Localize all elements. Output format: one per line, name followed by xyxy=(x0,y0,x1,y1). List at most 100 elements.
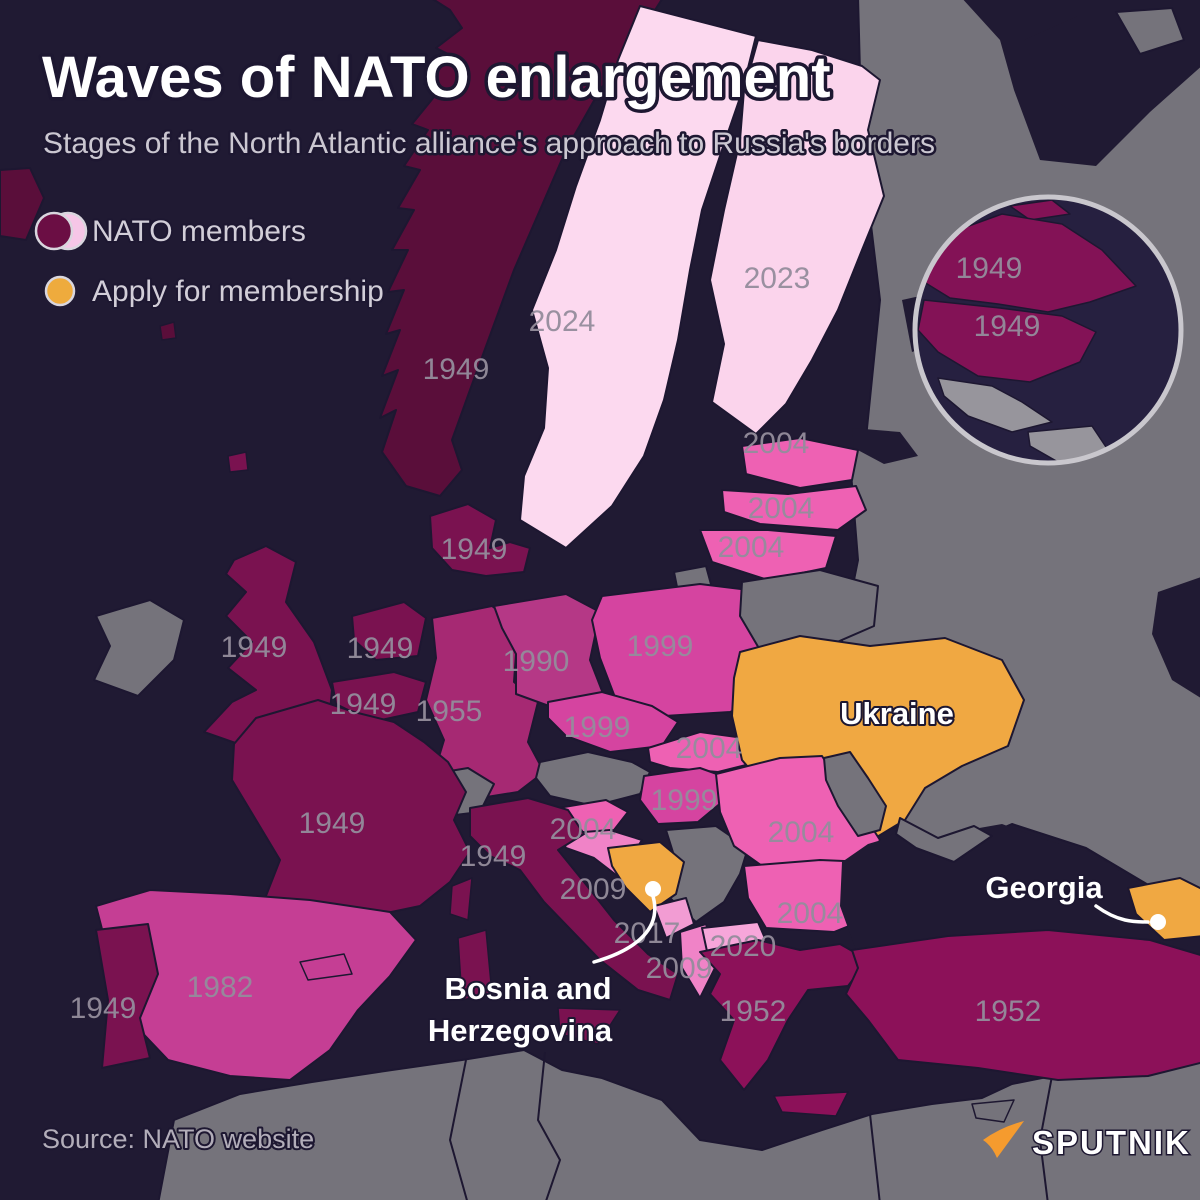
country-georgia xyxy=(1127,877,1200,941)
country-lithuania xyxy=(699,529,837,581)
georgia-leader-line xyxy=(1094,904,1150,924)
year-label-east-germany: 1990 xyxy=(503,645,570,678)
year-label-uk: 1949 xyxy=(221,631,288,664)
page-subtitle: Stages of the North Atlantic alliance's … xyxy=(43,127,935,160)
footer: Source: NATO website SPUTNIK xyxy=(40,1121,1191,1163)
country-netherlands xyxy=(351,601,427,661)
sicily-island xyxy=(557,1007,621,1045)
africa-border-line-2 xyxy=(536,1051,562,1200)
legend-apply-label: Apply for membership xyxy=(92,275,384,308)
ukraine-label: Ukraine xyxy=(840,696,954,731)
levant-border-line xyxy=(1038,1075,1053,1200)
africa-border-line-3 xyxy=(869,1113,881,1200)
sputnik-pennant-icon xyxy=(983,1121,1024,1158)
year-label-canada: 1949 xyxy=(956,252,1023,285)
country-denmark xyxy=(429,503,531,577)
shetland-islands xyxy=(227,451,249,473)
country-france xyxy=(231,699,471,919)
year-label-slovenia: 2004 xyxy=(550,813,617,846)
country-latvia xyxy=(721,485,867,531)
sardinia-island xyxy=(457,929,493,1001)
cyprus-island xyxy=(971,1099,1015,1123)
bosnia-label-line1: Bosnia and xyxy=(444,971,611,1006)
year-label-france: 1949 xyxy=(299,807,366,840)
year-label-latvia: 2004 xyxy=(748,492,815,525)
inset-circle-border xyxy=(912,194,1184,466)
africa-border-line-1 xyxy=(448,1059,468,1200)
faroe-islands xyxy=(159,321,177,341)
legend: NATO members Apply for membership xyxy=(34,211,386,310)
legend-members-label: NATO members xyxy=(92,215,306,248)
year-label-spain: 1982 xyxy=(187,971,254,1004)
white-sea-inlet xyxy=(1024,16,1118,120)
georgia-marker-dot xyxy=(1150,914,1166,930)
country-ireland xyxy=(93,599,185,697)
country-greece xyxy=(699,939,869,1091)
inset-arctic-islands xyxy=(1009,199,1071,221)
year-label-greece: 1952 xyxy=(720,995,787,1028)
country-estonia xyxy=(741,437,859,489)
year-label-estonia: 2004 xyxy=(743,427,810,460)
year-label-bulgaria: 2004 xyxy=(777,897,844,930)
year-label-portugal: 1949 xyxy=(70,992,137,1025)
countries xyxy=(0,0,1200,1123)
year-label-czechia: 1999 xyxy=(564,711,631,744)
callouts: Ukraine Bosnia and Herzegovina Georgia xyxy=(426,694,1166,1050)
country-slovakia xyxy=(647,731,759,773)
gulf-of-finland xyxy=(852,428,918,464)
source-text: Source: NATO website xyxy=(42,1124,314,1154)
year-label-poland: 1999 xyxy=(627,630,694,663)
country-portugal xyxy=(95,923,159,1069)
year-label-belgium: 1949 xyxy=(330,688,397,721)
legend-members-icon xyxy=(34,211,88,251)
bosnia-leader-line xyxy=(592,891,657,964)
bosnia-label-line2: Herzegovina xyxy=(428,1013,613,1048)
year-label-hungary: 1999 xyxy=(651,784,718,817)
country-belarus xyxy=(739,569,879,651)
year-label-netherlands: 1949 xyxy=(347,632,414,665)
country-iceland xyxy=(0,167,45,241)
legend-apply-circle-icon xyxy=(44,275,76,307)
year-label-usa: 1949 xyxy=(974,310,1041,343)
country-moldova xyxy=(823,751,887,837)
year-label-germany: 1955 xyxy=(416,695,483,728)
year-label-sweden: 2024 xyxy=(529,305,596,338)
year-label-albania: 2009 xyxy=(646,952,713,985)
sputnik-wordmark: SPUTNIK xyxy=(1032,1124,1191,1161)
caspian-sea-edge xyxy=(1152,577,1200,698)
inset-mexico-central-america xyxy=(937,377,1053,433)
country-montenegro xyxy=(653,897,695,939)
year-label-norway: 1949 xyxy=(423,353,490,386)
inset-country-usa xyxy=(917,299,1097,383)
crimea-peninsula xyxy=(895,817,993,863)
country-finland xyxy=(709,39,885,435)
country-hungary xyxy=(639,767,729,825)
year-label-italy: 1949 xyxy=(460,840,527,873)
country-norway xyxy=(379,0,663,497)
legend-members-front-circle-icon xyxy=(34,211,74,251)
novaya-zemlya-island xyxy=(1115,7,1185,55)
country-united-kingdom xyxy=(203,545,333,753)
balearic-islands xyxy=(299,953,353,981)
year-label-romania: 2004 xyxy=(768,816,835,849)
corsica-island xyxy=(449,877,473,921)
inset-country-canada xyxy=(923,213,1137,313)
year-labels: 2023 2024 1949 1949 1949 2004 2004 2004 … xyxy=(70,252,1042,1028)
year-label-turkey: 1952 xyxy=(975,995,1042,1028)
page-title: Waves of NATO enlargement xyxy=(42,45,831,110)
bosnia-marker-dot xyxy=(645,881,661,897)
header: Waves of NATO enlargement Stages of the … xyxy=(39,42,938,163)
year-label-slovakia: 2004 xyxy=(676,732,743,765)
georgia-label: Georgia xyxy=(985,870,1103,905)
country-belgium xyxy=(331,671,427,723)
country-turkey xyxy=(845,929,1200,1081)
north-america-inset xyxy=(912,194,1184,466)
year-label-croatia: 2009 xyxy=(560,873,627,906)
year-label-lithuania: 2004 xyxy=(718,531,785,564)
crete-island xyxy=(773,1091,849,1117)
country-sweden xyxy=(519,5,757,549)
year-label-north-macedonia: 2020 xyxy=(710,930,777,963)
year-label-denmark: 1949 xyxy=(441,533,508,566)
year-label-finland: 2023 xyxy=(744,262,811,295)
